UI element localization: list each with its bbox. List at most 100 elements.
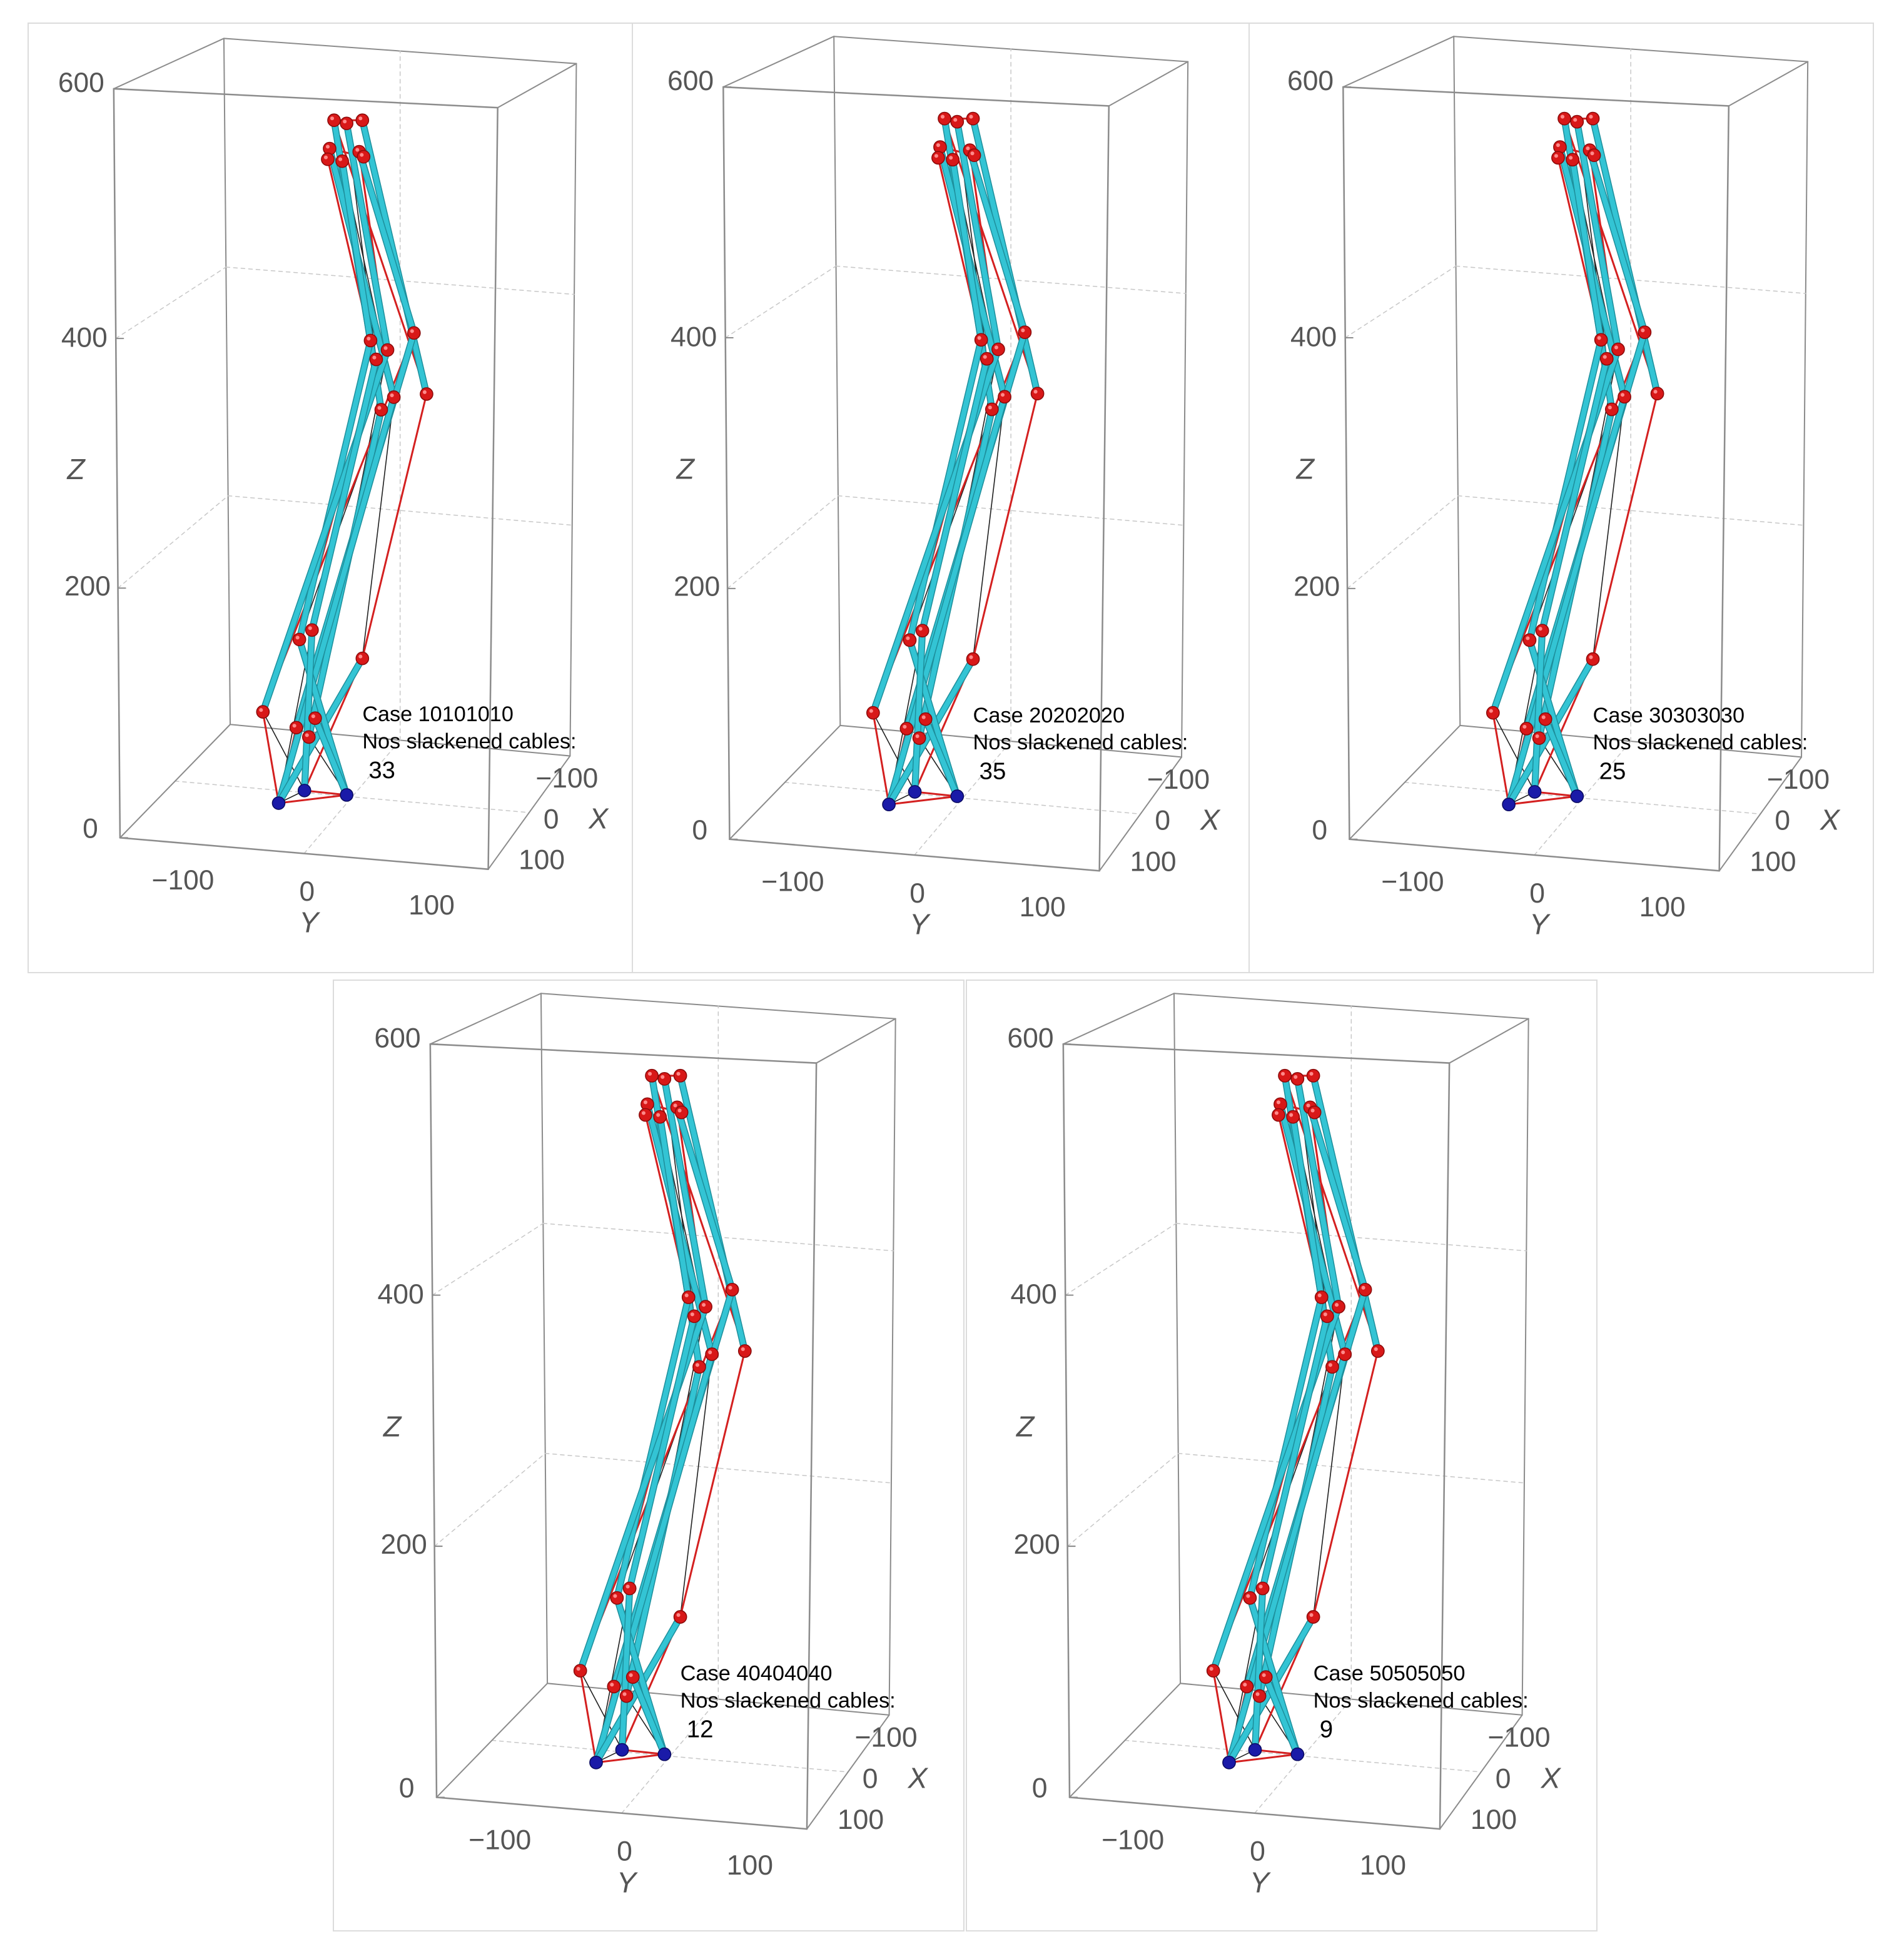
node bbox=[301, 730, 316, 744]
box-edge bbox=[435, 1683, 549, 1798]
grid-line bbox=[1457, 495, 1805, 526]
node-highlight bbox=[1317, 1293, 1322, 1297]
node bbox=[1570, 114, 1584, 129]
node-highlight bbox=[1021, 328, 1025, 333]
taut-cable bbox=[972, 396, 1005, 660]
box-edge bbox=[722, 86, 731, 841]
box-edge bbox=[1098, 756, 1183, 872]
x-tick-0: 0 bbox=[1775, 806, 1790, 836]
node bbox=[625, 1670, 640, 1684]
node-highlight bbox=[921, 715, 926, 719]
node-highlight bbox=[684, 1293, 689, 1297]
node-highlight bbox=[1641, 328, 1645, 333]
node bbox=[1586, 111, 1600, 126]
node bbox=[918, 712, 933, 726]
node-highlight bbox=[977, 336, 981, 340]
node-highlight bbox=[1573, 118, 1577, 122]
z-tick-400: 400 bbox=[671, 321, 717, 352]
anchor-node bbox=[297, 784, 311, 797]
node-highlight bbox=[969, 655, 973, 659]
x-tick-100: 100 bbox=[1750, 846, 1796, 877]
node-highlight bbox=[1535, 734, 1539, 739]
case-label: Case 50505050 bbox=[1314, 1661, 1466, 1685]
node bbox=[985, 402, 999, 417]
strut bbox=[955, 119, 1001, 352]
node bbox=[1522, 633, 1537, 647]
case-label: Case 40404040 bbox=[681, 1661, 833, 1685]
strut bbox=[619, 1586, 632, 1753]
strut bbox=[276, 394, 397, 806]
panel-case-1: 0 200 400 600 Z −100 0 100 Y −100 0 100 … bbox=[28, 23, 634, 973]
z-tick-200: 200 bbox=[381, 1529, 427, 1560]
node bbox=[1314, 1290, 1329, 1304]
x-tick-100: 100 bbox=[1471, 1805, 1517, 1835]
node-highlight bbox=[1335, 1303, 1339, 1307]
node-highlight bbox=[330, 116, 335, 121]
node-highlight bbox=[308, 626, 312, 630]
node bbox=[305, 623, 319, 637]
node bbox=[1370, 1344, 1385, 1358]
node bbox=[357, 149, 371, 164]
grid-line bbox=[724, 265, 837, 338]
y-tick-neg100: −100 bbox=[1381, 867, 1444, 898]
box-edge bbox=[729, 838, 1100, 872]
grid-line bbox=[115, 266, 227, 339]
node-highlight bbox=[661, 1075, 665, 1079]
z-tick-200: 200 bbox=[1294, 572, 1340, 602]
grid-line bbox=[433, 1452, 546, 1547]
box-edge bbox=[1068, 1796, 1441, 1830]
x-tick-0: 0 bbox=[1155, 806, 1170, 836]
node bbox=[355, 651, 370, 666]
z-tick-0: 0 bbox=[1032, 1773, 1048, 1803]
strut bbox=[674, 1105, 735, 1292]
node-highlight bbox=[358, 116, 363, 121]
node-highlight bbox=[647, 1071, 652, 1076]
node-highlight bbox=[629, 1673, 633, 1678]
node-highlight bbox=[360, 153, 364, 157]
node-highlight bbox=[690, 1312, 694, 1317]
anchor-node bbox=[271, 796, 286, 810]
node bbox=[1320, 1309, 1334, 1324]
node bbox=[946, 153, 960, 167]
node bbox=[1258, 1670, 1273, 1684]
node-highlight bbox=[1310, 1108, 1315, 1113]
anchor-node bbox=[1527, 785, 1542, 799]
z-tick-200: 200 bbox=[674, 572, 720, 602]
node bbox=[1551, 151, 1565, 165]
taut-cable bbox=[679, 1354, 713, 1618]
box-edge bbox=[1728, 61, 1809, 107]
node bbox=[289, 721, 303, 735]
node-highlight bbox=[1569, 156, 1573, 160]
node bbox=[1272, 1108, 1285, 1122]
node bbox=[1638, 325, 1652, 340]
node-highlight bbox=[676, 1612, 681, 1618]
node-highlight bbox=[1280, 1071, 1285, 1076]
node bbox=[1338, 1347, 1352, 1361]
grid-line bbox=[621, 1698, 719, 1814]
x-tick-0: 0 bbox=[863, 1763, 878, 1794]
node bbox=[321, 152, 335, 166]
anchor-node bbox=[1248, 1743, 1262, 1757]
node-highlight bbox=[673, 1103, 677, 1108]
strut bbox=[1527, 337, 1604, 643]
y-tick-0: 0 bbox=[909, 878, 925, 909]
node-highlight bbox=[1489, 709, 1493, 713]
node-highlight bbox=[383, 346, 388, 350]
node bbox=[866, 706, 880, 720]
box-edge bbox=[487, 755, 571, 870]
box-edge bbox=[1098, 105, 1110, 872]
anchor-node bbox=[1222, 1755, 1236, 1769]
slackened-cable bbox=[1312, 1350, 1379, 1618]
node bbox=[903, 633, 917, 647]
slackened-cable bbox=[579, 1669, 597, 1764]
slackened-cables-label: Nos slackened cables: bbox=[1593, 731, 1808, 754]
node bbox=[1650, 387, 1664, 401]
x-tick-neg100: −100 bbox=[1767, 764, 1830, 795]
node bbox=[931, 151, 945, 165]
node-highlight bbox=[1590, 151, 1594, 156]
node bbox=[1587, 148, 1601, 163]
taut-cable bbox=[362, 397, 395, 659]
node-highlight bbox=[1274, 1111, 1279, 1115]
node bbox=[699, 1300, 712, 1314]
z-tick-0: 0 bbox=[399, 1773, 415, 1803]
